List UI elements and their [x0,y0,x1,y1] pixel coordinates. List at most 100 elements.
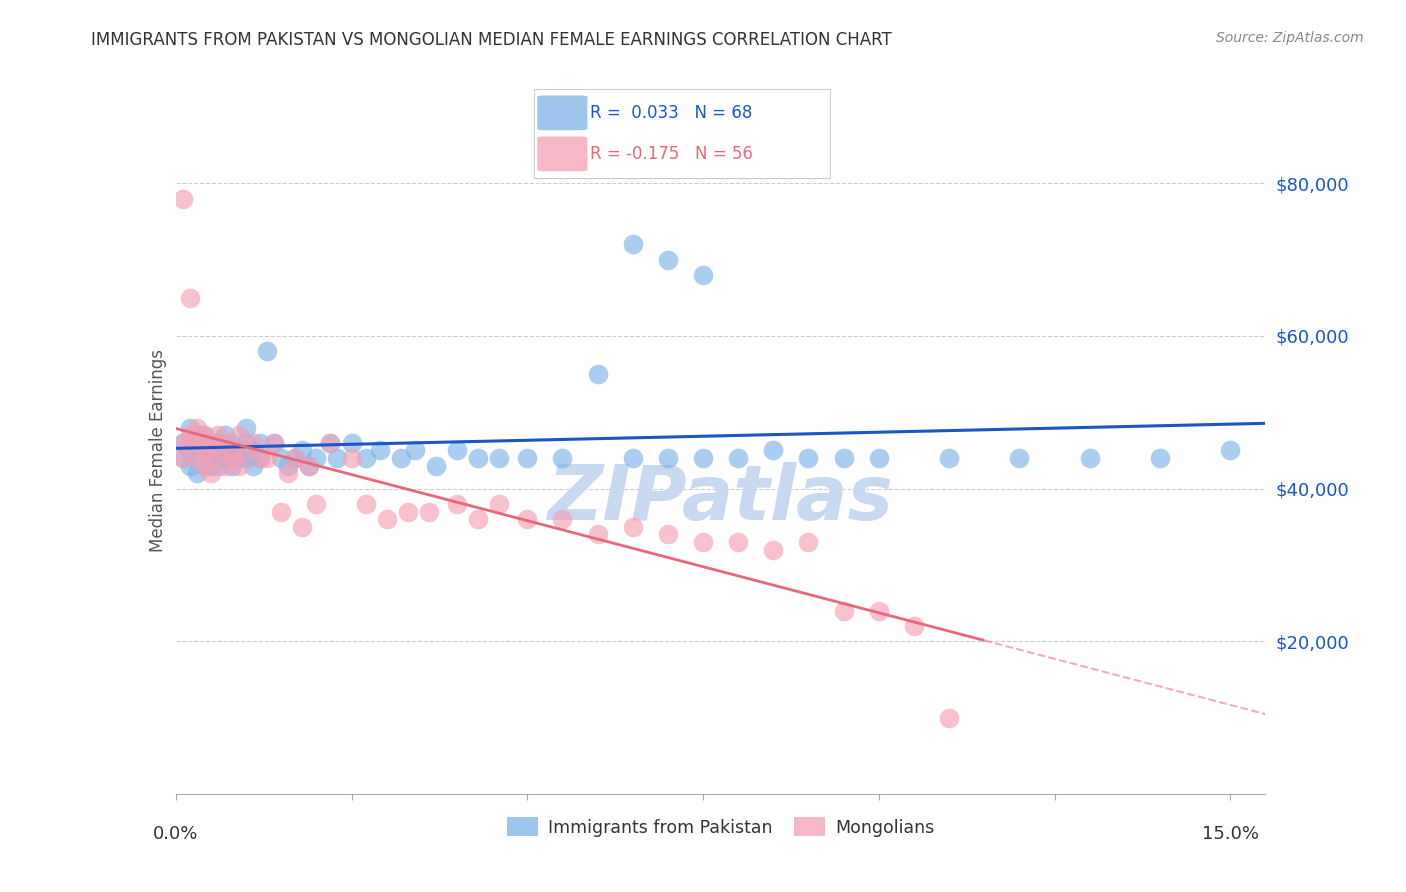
Point [207,443,229,458]
Point [221,435,243,450]
Point [200,451,222,466]
Point [516,451,538,466]
Point [586,527,609,541]
Point [214,458,236,473]
Point [305,451,328,466]
Point [179,443,201,458]
Point [868,451,890,466]
Point [214,443,236,458]
Point [186,451,208,466]
Point [319,435,342,450]
Point [263,435,285,450]
Point [228,458,250,473]
Point [657,451,679,466]
Point [903,619,925,633]
Point [291,443,314,458]
Point [418,504,440,518]
Point [207,451,229,466]
Point [762,443,785,458]
Point [305,497,328,511]
Point [207,428,229,442]
Point [326,451,349,466]
Point [228,451,250,466]
Point [762,542,785,557]
Point [1078,451,1101,466]
Point [179,420,201,434]
Text: ZIPatlas: ZIPatlas [547,461,894,535]
Point [179,291,201,305]
Point [200,443,222,458]
Point [193,428,215,442]
Point [193,443,215,458]
Point [938,451,960,466]
Point [446,497,468,511]
Point [186,420,208,434]
Point [249,435,271,450]
Point [256,451,278,466]
Point [319,435,342,450]
Point [284,451,307,466]
Point [193,428,215,442]
Point [488,451,510,466]
Point [172,435,194,450]
Point [404,443,426,458]
Point [179,428,201,442]
Text: 15.0%: 15.0% [1202,825,1258,843]
Point [186,428,208,442]
Point [193,458,215,473]
Point [221,443,243,458]
Point [692,451,714,466]
Point [692,535,714,549]
Point [657,527,679,541]
Point [235,435,257,450]
Point [389,451,412,466]
Point [340,435,363,450]
Point [354,451,377,466]
Point [340,451,363,466]
Point [727,535,749,549]
Point [298,458,321,473]
Point [396,504,419,518]
Point [832,604,855,618]
Point [186,467,208,481]
Point [256,344,278,359]
Point [200,435,222,450]
Text: Source: ZipAtlas.com: Source: ZipAtlas.com [1216,31,1364,45]
Point [621,451,644,466]
Point [186,435,208,450]
Point [235,451,257,466]
Point [172,435,194,450]
Point [657,252,679,267]
Point [193,458,215,473]
Point [868,604,890,618]
Point [298,458,321,473]
Point [221,451,243,466]
Point [368,443,391,458]
Legend: Immigrants from Pakistan, Mongolians: Immigrants from Pakistan, Mongolians [499,811,942,844]
FancyBboxPatch shape [537,136,588,171]
Point [488,497,510,511]
Point [200,458,222,473]
Point [228,428,250,442]
Point [425,458,447,473]
Point [284,451,307,466]
Point [193,443,215,458]
Point [263,435,285,450]
Point [207,458,229,473]
Point [186,428,208,442]
Point [207,435,229,450]
Point [179,458,201,473]
Point [516,512,538,526]
Point [277,458,299,473]
Point [467,512,489,526]
Point [270,451,292,466]
Y-axis label: Median Female Earnings: Median Female Earnings [149,349,167,552]
Point [214,451,236,466]
Point [214,428,236,442]
Point [938,710,960,724]
Point [551,451,574,466]
Text: IMMIGRANTS FROM PAKISTAN VS MONGOLIAN MEDIAN FEMALE EARNINGS CORRELATION CHART: IMMIGRANTS FROM PAKISTAN VS MONGOLIAN ME… [91,31,893,49]
Text: 0.0%: 0.0% [153,825,198,843]
Point [621,520,644,534]
Point [586,367,609,381]
